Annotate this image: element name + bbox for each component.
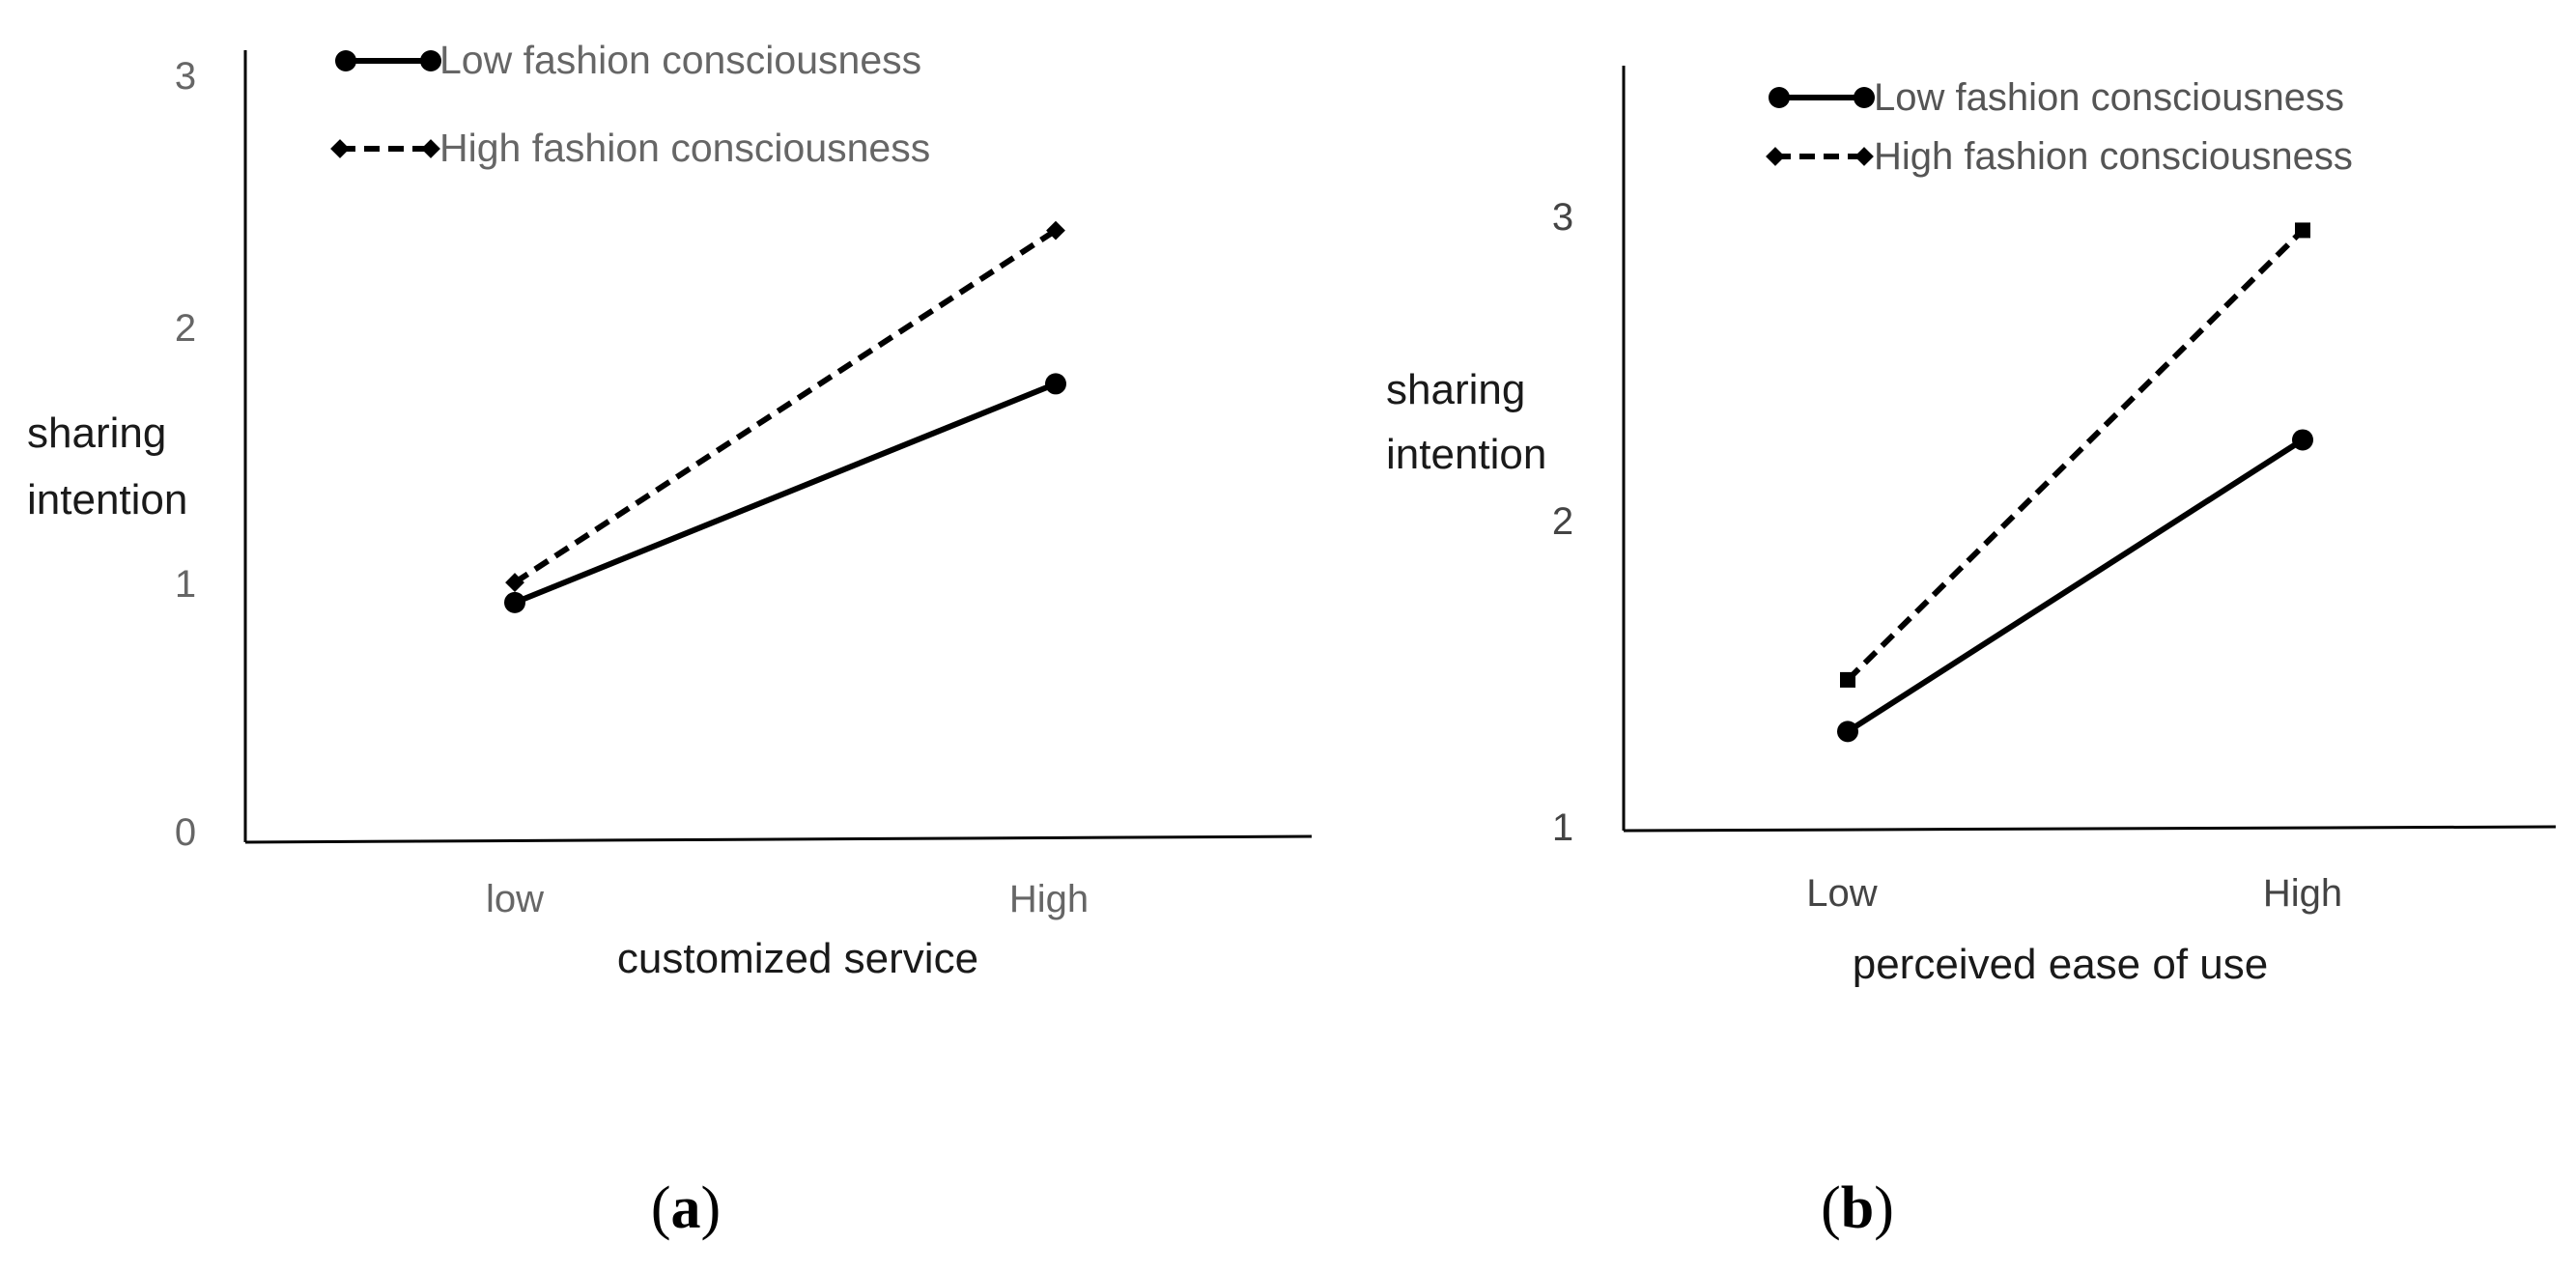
panel-label-a: (a) [651, 1175, 721, 1241]
data-point-s1-p0 [1840, 671, 1855, 688]
y-tick-label: 2 [175, 307, 196, 350]
y-axis-title-line: sharing [27, 410, 166, 457]
data-point-s1-p1 [1046, 220, 1065, 240]
legend-label-low: Low fashion consciousness [439, 38, 921, 82]
y-tick-label: 1 [175, 563, 196, 606]
x-axis-a [244, 834, 1313, 844]
y-tick-label: 3 [1552, 196, 1573, 239]
x-tick-label: low [486, 878, 544, 920]
y-axis-title-line: intention [27, 476, 187, 523]
plot-area-a [504, 220, 1066, 613]
data-point-s0-p0 [1837, 721, 1858, 743]
y-tick-label: 2 [1552, 500, 1573, 543]
series-line-0 [513, 381, 1058, 606]
x-axis-title: perceived ease of use [1853, 941, 2269, 988]
plot-area-b [1837, 222, 2313, 743]
legend-label-high: High fashion consciousness [439, 126, 930, 170]
x-tick-label: High [2263, 872, 2342, 915]
legend-label-low: Low fashion consciousness [1874, 76, 2344, 119]
legend-a: Low fashion consciousness High fashion c… [330, 38, 930, 170]
series-line-0 [1846, 437, 2305, 734]
chart-panel-b: 1 2 3 Low High perceived ease of use sha… [1386, 66, 2557, 1241]
data-point-s1-p1 [2295, 222, 2310, 239]
data-point-s0-p1 [1045, 373, 1066, 395]
legend-b: Low fashion consciousness High fashion c… [1766, 76, 2353, 178]
y-axis-title-line: intention [1386, 431, 1546, 478]
legend-swatch-low [1769, 87, 1875, 108]
data-point-s1-p0 [505, 573, 524, 592]
series-line-1 [513, 228, 1058, 585]
y-tick-label: 0 [175, 811, 196, 854]
legend-label-high: High fashion consciousness [1874, 135, 2353, 178]
x-axis-b [1623, 825, 2557, 833]
panel-label-b: (b) [1821, 1175, 1894, 1241]
x-tick-label: High [1009, 878, 1089, 920]
x-axis-title: customized service [617, 935, 978, 982]
x-tick-label: Low [1806, 872, 1877, 915]
legend-swatch-low [335, 50, 441, 71]
legend-swatch-high [330, 139, 440, 158]
y-tick-label: 1 [1552, 806, 1573, 849]
chart-panel-a: 0 1 2 3 low High customized service shar… [27, 38, 1313, 1241]
y-tick-label: 3 [175, 55, 196, 98]
data-point-s0-p1 [2292, 429, 2313, 451]
series-line-1 [1845, 228, 2306, 683]
data-point-s0-p0 [504, 591, 525, 613]
legend-swatch-high [1766, 147, 1874, 166]
y-axis-title-line: sharing [1386, 366, 1525, 413]
